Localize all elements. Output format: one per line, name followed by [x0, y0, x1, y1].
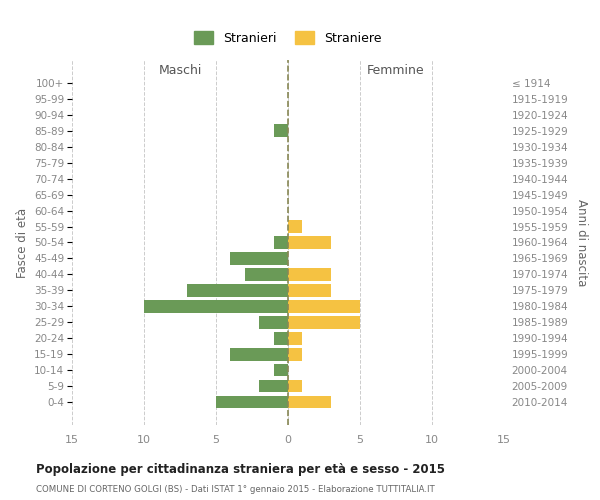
Bar — [288, 300, 360, 312]
Bar — [245, 268, 288, 280]
Bar — [288, 380, 302, 392]
Bar — [288, 268, 331, 280]
Bar — [288, 396, 331, 408]
Bar — [216, 396, 288, 408]
Bar — [288, 236, 331, 248]
Text: Maschi: Maschi — [158, 64, 202, 76]
Bar — [288, 316, 360, 328]
Bar — [288, 284, 331, 296]
Bar — [259, 380, 288, 392]
Bar — [259, 316, 288, 328]
Text: Femmine: Femmine — [367, 64, 425, 76]
Y-axis label: Anni di nascita: Anni di nascita — [575, 199, 588, 286]
Bar — [288, 332, 302, 344]
Bar — [288, 348, 302, 360]
Bar — [274, 124, 288, 137]
Bar — [274, 364, 288, 376]
Bar — [288, 220, 302, 233]
Bar — [144, 300, 288, 312]
Bar — [230, 252, 288, 264]
Text: Popolazione per cittadinanza straniera per età e sesso - 2015: Popolazione per cittadinanza straniera p… — [36, 462, 445, 475]
Bar — [230, 348, 288, 360]
Bar — [187, 284, 288, 296]
Legend: Stranieri, Straniere: Stranieri, Straniere — [190, 26, 386, 50]
Text: COMUNE DI CORTENO GOLGI (BS) - Dati ISTAT 1° gennaio 2015 - Elaborazione TUTTITA: COMUNE DI CORTENO GOLGI (BS) - Dati ISTA… — [36, 485, 435, 494]
Bar — [274, 236, 288, 248]
Y-axis label: Fasce di età: Fasce di età — [16, 208, 29, 278]
Bar — [274, 332, 288, 344]
